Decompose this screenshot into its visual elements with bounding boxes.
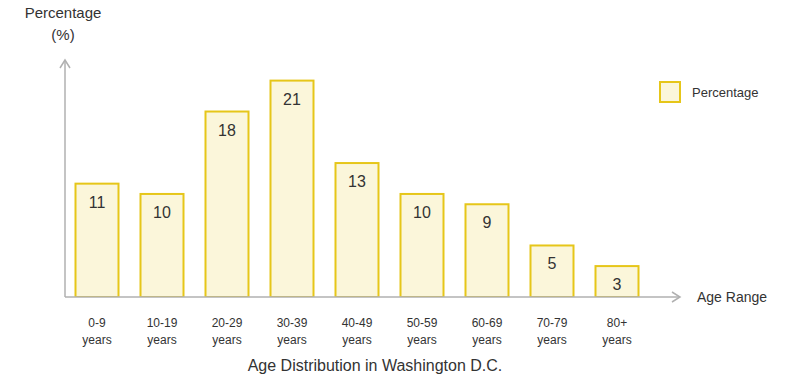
x-tick-line: 10-19: [147, 316, 178, 330]
data-label: 9: [483, 214, 492, 231]
x-tick-label: 20-29 years: [212, 316, 243, 347]
x-tick-line: 40-49: [342, 316, 373, 330]
x-tick-label: 80+ years: [602, 316, 631, 347]
bar: [76, 184, 119, 297]
bar: [336, 163, 379, 297]
x-tick-line: 80+: [607, 316, 627, 330]
title: Age Distribution in Washington D.C.: [248, 357, 503, 374]
bar: [401, 194, 444, 297]
bar: [466, 204, 509, 297]
y-axis-label-line: Percentage: [25, 4, 102, 21]
x-tick-line: 50-59: [407, 316, 438, 330]
data-label: 13: [348, 173, 366, 190]
data-label: 5: [548, 255, 557, 272]
x-tick-line: 70-79: [537, 316, 568, 330]
data-label: 3: [613, 276, 622, 293]
x-tick-line: years: [147, 333, 176, 347]
y-axis-arrow: [60, 60, 70, 68]
x-tick-line: 20-29: [212, 316, 243, 330]
chart: 11 10 18 21 13 10 9 5 3 0-9 years 10-19 years 20-29 ye…: [0, 0, 800, 384]
x-tick-label: 40-49 years: [342, 316, 373, 347]
y-axis-label-line: (%): [51, 26, 74, 43]
data-label: 10: [153, 204, 171, 221]
x-axis: [65, 296, 680, 298]
x-tick-line: years: [472, 333, 501, 347]
x-axis-label: Age Range: [697, 289, 767, 305]
x-tick-label: 60-69 years: [472, 316, 503, 347]
data-label: 21: [283, 91, 301, 108]
x-tick-line: years: [82, 333, 111, 347]
y-axis: [64, 60, 66, 297]
bar: [531, 245, 574, 297]
x-tick-line: 60-69: [472, 316, 503, 330]
x-tick-line: years: [537, 333, 566, 347]
bars: [76, 81, 639, 297]
bar: [206, 112, 249, 297]
bar: [596, 266, 639, 297]
legend-swatch: [660, 82, 680, 102]
x-tick-label: 10-19 years: [147, 316, 178, 347]
data-label: 10: [413, 204, 431, 221]
x-tick-label: 50-59 years: [407, 316, 438, 347]
x-tick-line: years: [212, 333, 241, 347]
bar: [141, 194, 184, 297]
x-tick-label: 30-39 years: [277, 316, 308, 347]
x-tick-label: 0-9 years: [82, 316, 111, 347]
x-axis-arrow: [672, 292, 680, 302]
x-tick-label: 70-79 years: [537, 316, 568, 347]
y-axis-label: Percentage (%): [25, 4, 102, 43]
bar: [271, 81, 314, 297]
x-tick-line: 30-39: [277, 316, 308, 330]
x-tick-line: years: [407, 333, 436, 347]
x-tick-line: years: [277, 333, 306, 347]
x-tick-line: years: [602, 333, 631, 347]
x-tick-line: years: [342, 333, 371, 347]
data-label: 18: [218, 122, 236, 139]
x-tick-line: 0-9: [88, 316, 106, 330]
legend-label: Percentage: [692, 85, 759, 100]
data-label: 11: [89, 194, 106, 211]
